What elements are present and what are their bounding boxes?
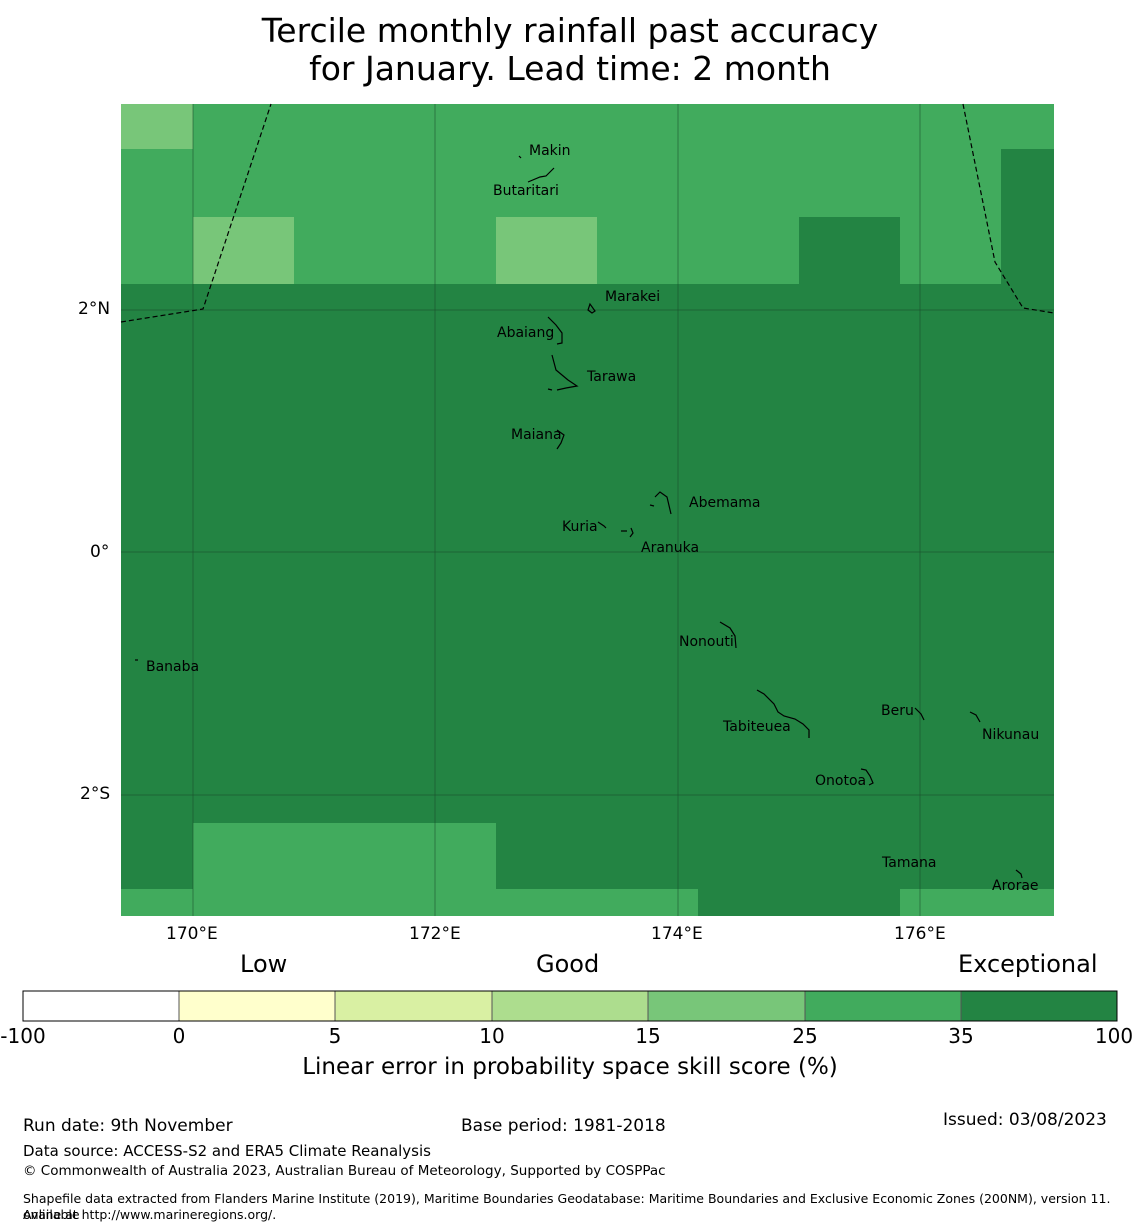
colorbar-tick: 10 <box>479 1024 505 1048</box>
colorbar-tick: 35 <box>948 1024 974 1048</box>
place-label: Makin <box>529 143 571 159</box>
grid-cell <box>1001 149 1054 284</box>
island-shape <box>654 491 672 515</box>
grid-cell <box>496 217 597 284</box>
place-label: Tamana <box>881 855 936 871</box>
place-label: Butaritari <box>493 183 559 199</box>
grid-cell <box>193 823 496 916</box>
lon-tick: 176°E <box>894 924 946 944</box>
gridlines <box>121 104 1054 916</box>
island-shape <box>914 707 925 721</box>
grid-cell <box>799 217 900 284</box>
colorbar-tick: 15 <box>635 1024 661 1048</box>
place-label: Beru <box>881 703 914 719</box>
category-label-low: Low <box>240 950 288 978</box>
island-shape <box>587 302 596 314</box>
place-label: Banaba <box>146 659 199 675</box>
colorbar-segment <box>648 991 805 1021</box>
lon-tick: 172°E <box>409 924 461 944</box>
shapefile-credit-line1: Shapefile data extracted from Flanders M… <box>23 1191 1111 1222</box>
map-title-line2: for January. Lead time: 2 month <box>309 49 831 88</box>
colorbar-tick: 0 <box>172 1024 186 1048</box>
island-shape <box>597 521 607 529</box>
lat-tick: 2°N <box>78 299 111 319</box>
island-shape <box>551 354 579 391</box>
colorbar-segment <box>179 991 335 1021</box>
map-title-line1: Tercile monthly rainfall past accuracy <box>261 11 879 50</box>
category-label-exceptional: Exceptional <box>958 950 1098 978</box>
island-shape <box>547 316 563 345</box>
issued-date: Issued: 03/08/2023 <box>943 1110 1107 1130</box>
island-shape <box>969 711 981 723</box>
colorbar-tick: -100 <box>0 1024 46 1048</box>
place-labels: Makin Butaritari Marakei Abaiang Tarawa … <box>146 143 1039 894</box>
place-label: Tabiteuea <box>722 719 791 735</box>
colorbar <box>22 990 1118 1022</box>
eez-boundary <box>120 103 1055 323</box>
colorbar-tick: 5 <box>328 1024 342 1048</box>
shapefile-credit-line2: online at http://www.marineregions.org/. <box>23 1207 277 1222</box>
place-label: Nikunau <box>982 727 1039 743</box>
data-source: Data source: ACCESS-S2 and ERA5 Climate … <box>23 1142 431 1160</box>
base-period: Base period: 1981-2018 <box>461 1116 666 1136</box>
colorbar-title: Linear error in probability space skill … <box>302 1054 838 1080</box>
copyright: © Commonwealth of Australia 2023, Austra… <box>23 1163 666 1179</box>
grid-cell <box>900 889 1054 916</box>
place-label: Tarawa <box>586 369 636 385</box>
place-label: Arorae <box>992 878 1039 894</box>
place-label: Marakei <box>605 289 660 305</box>
island-shape <box>547 388 553 391</box>
island-shape <box>756 689 810 738</box>
place-label: Abemama <box>689 495 761 511</box>
colorbar-tick: 25 <box>792 1024 818 1048</box>
place-label: Kuria <box>562 519 598 535</box>
colorbar-segment <box>492 991 648 1021</box>
place-label: Nonouti <box>679 634 734 650</box>
place-label: Aranuka <box>641 540 699 556</box>
category-label-good: Good <box>536 950 600 978</box>
grid-cell <box>121 889 193 916</box>
lat-tick: 0° <box>90 542 110 562</box>
colorbar-segment <box>23 991 179 1021</box>
colorbar-segment <box>805 991 961 1021</box>
island-shape <box>719 621 737 649</box>
grid-cell <box>496 889 698 916</box>
colorbar-segment <box>961 991 1117 1021</box>
island-shape <box>556 429 565 450</box>
grid-cell <box>193 217 294 284</box>
island-shape <box>649 504 655 507</box>
lon-tick: 170°E <box>166 924 218 944</box>
grid-cell <box>121 104 193 149</box>
colorbar-tick: 100 <box>1094 1024 1134 1048</box>
lat-tick: 2°S <box>80 784 111 804</box>
colorbar-frame <box>22 990 1118 1022</box>
colorbar-segment <box>335 991 492 1021</box>
island-shape <box>518 155 522 159</box>
place-label: Abaiang <box>497 325 554 341</box>
lon-tick: 174°E <box>651 924 703 944</box>
island-shape <box>860 768 874 786</box>
place-label: Onotoa <box>815 773 866 789</box>
island-shape <box>621 527 634 538</box>
run-date: Run date: 9th November <box>23 1116 233 1136</box>
island-shape <box>527 167 555 183</box>
island-outlines <box>135 155 1023 879</box>
place-label: Maiana <box>511 427 562 443</box>
skill-grid <box>121 104 1054 916</box>
island-shape <box>1015 869 1023 879</box>
